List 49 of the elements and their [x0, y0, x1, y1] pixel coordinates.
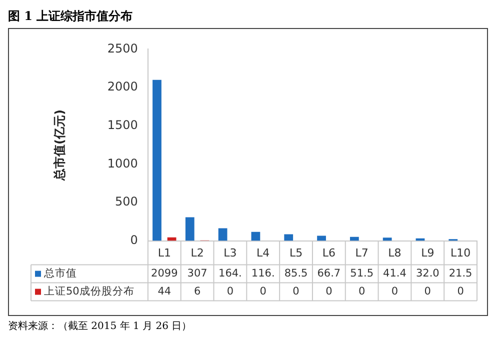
- bar: [185, 217, 194, 241]
- x-tick-label: L10: [450, 246, 471, 260]
- bar: [152, 80, 162, 241]
- x-tick-label: L5: [289, 246, 303, 260]
- data-label: 66.7: [317, 268, 341, 280]
- data-label: 116.: [251, 268, 275, 280]
- data-label: 44: [158, 286, 172, 298]
- x-tick-label: L2: [190, 246, 204, 260]
- bar: [317, 236, 326, 241]
- y-tick-label: 1000: [107, 156, 138, 170]
- y-axis-title: 总市值(亿元): [52, 110, 66, 182]
- bar: [218, 228, 228, 241]
- bar: [382, 238, 392, 241]
- data-label: 164.: [218, 268, 242, 280]
- data-label: 0: [326, 286, 332, 298]
- data-label: 0: [226, 286, 234, 298]
- bar: [350, 236, 359, 241]
- y-tick-label: 500: [115, 194, 138, 209]
- data-label: 0: [292, 286, 300, 298]
- data-label: 6: [194, 286, 201, 298]
- x-tick-label: L4: [256, 246, 270, 260]
- x-tick-label: L3: [224, 246, 237, 260]
- data-label: 51.5: [350, 268, 374, 280]
- data-label: 41.4: [383, 268, 407, 280]
- data-label: 0: [457, 286, 464, 298]
- y-tick-label: 2500: [107, 41, 138, 56]
- x-tick-label: L6: [322, 246, 336, 260]
- data-label: 307: [187, 268, 208, 280]
- x-tick-label: L7: [355, 246, 368, 260]
- data-label: 2099: [151, 268, 178, 280]
- y-tick-label: 1500: [107, 118, 138, 132]
- bar: [284, 234, 294, 241]
- data-label: 0: [424, 286, 431, 298]
- y-tick-label: 0: [130, 232, 138, 247]
- legend-label: 总市值: [43, 266, 77, 280]
- data-label: 0: [260, 286, 266, 298]
- x-tick-label: L8: [388, 246, 402, 260]
- x-tick-label: L1: [158, 246, 171, 260]
- data-label: 0: [391, 286, 398, 298]
- chart-title: 图 1 上证综指市值分布: [8, 8, 134, 25]
- data-label: 21.5: [448, 268, 472, 280]
- y-tick-label: 2000: [107, 80, 138, 94]
- x-tick-label: L9: [421, 246, 434, 260]
- text: 资料来源：（截至 2015 年 1 月 26 日）: [8, 320, 193, 333]
- data-label: 32.0: [416, 268, 440, 280]
- data-label: 85.5: [284, 268, 308, 280]
- bar: [251, 232, 260, 241]
- data-label: 0: [358, 286, 366, 298]
- legend-label: 上证50成份股分布: [44, 284, 134, 298]
